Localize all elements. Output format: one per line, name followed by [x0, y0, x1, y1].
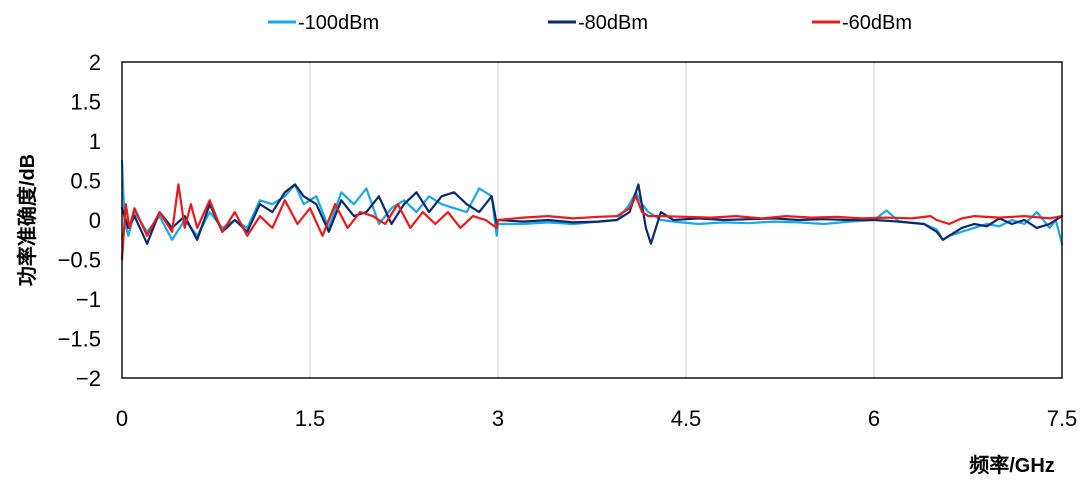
x-axis-label: 频率/GHz: [969, 453, 1055, 477]
x-tick-label: 3: [492, 406, 504, 431]
series-line-2: [120, 183, 1064, 261]
x-tick-label: 4.5: [671, 406, 702, 431]
y-tick-label: 1.5: [70, 90, 101, 115]
y-tick-labels: 2 1.5 1 0.5 0 −0.5 −1 −1.5 −2: [58, 50, 101, 391]
series-lines: [120, 159, 1064, 261]
y-tick-label: −1: [76, 287, 101, 312]
x-tick-label: 0: [116, 406, 128, 431]
legend-label: -80dBm: [578, 12, 648, 34]
legend-label: -100dBm: [298, 12, 379, 34]
x-tick-label: 7.5: [1047, 406, 1078, 431]
y-tick-label: 0.5: [70, 169, 101, 194]
legend-label: -60dBm: [842, 12, 912, 34]
y-tick-label: 0: [89, 208, 101, 233]
legend: -100dBm -80dBm -60dBm: [268, 12, 912, 34]
y-tick-label: 2: [89, 50, 101, 75]
plot-frame: [121, 61, 1063, 379]
x-tick-labels: 0 1.5 3 4.5 6 7.5: [116, 406, 1077, 431]
series-line-1: [120, 183, 1064, 245]
y-tick-label: 1: [89, 129, 101, 154]
y-tick-label: −0.5: [58, 248, 101, 273]
x-tick-label: 1.5: [295, 406, 326, 431]
x-tick-label: 6: [868, 406, 880, 431]
y-axis-label: 功率准确度/dB: [15, 154, 39, 286]
y-tick-label: −1.5: [58, 327, 101, 352]
y-tick-label: −2: [76, 366, 101, 391]
series-line-0: [120, 159, 1064, 245]
